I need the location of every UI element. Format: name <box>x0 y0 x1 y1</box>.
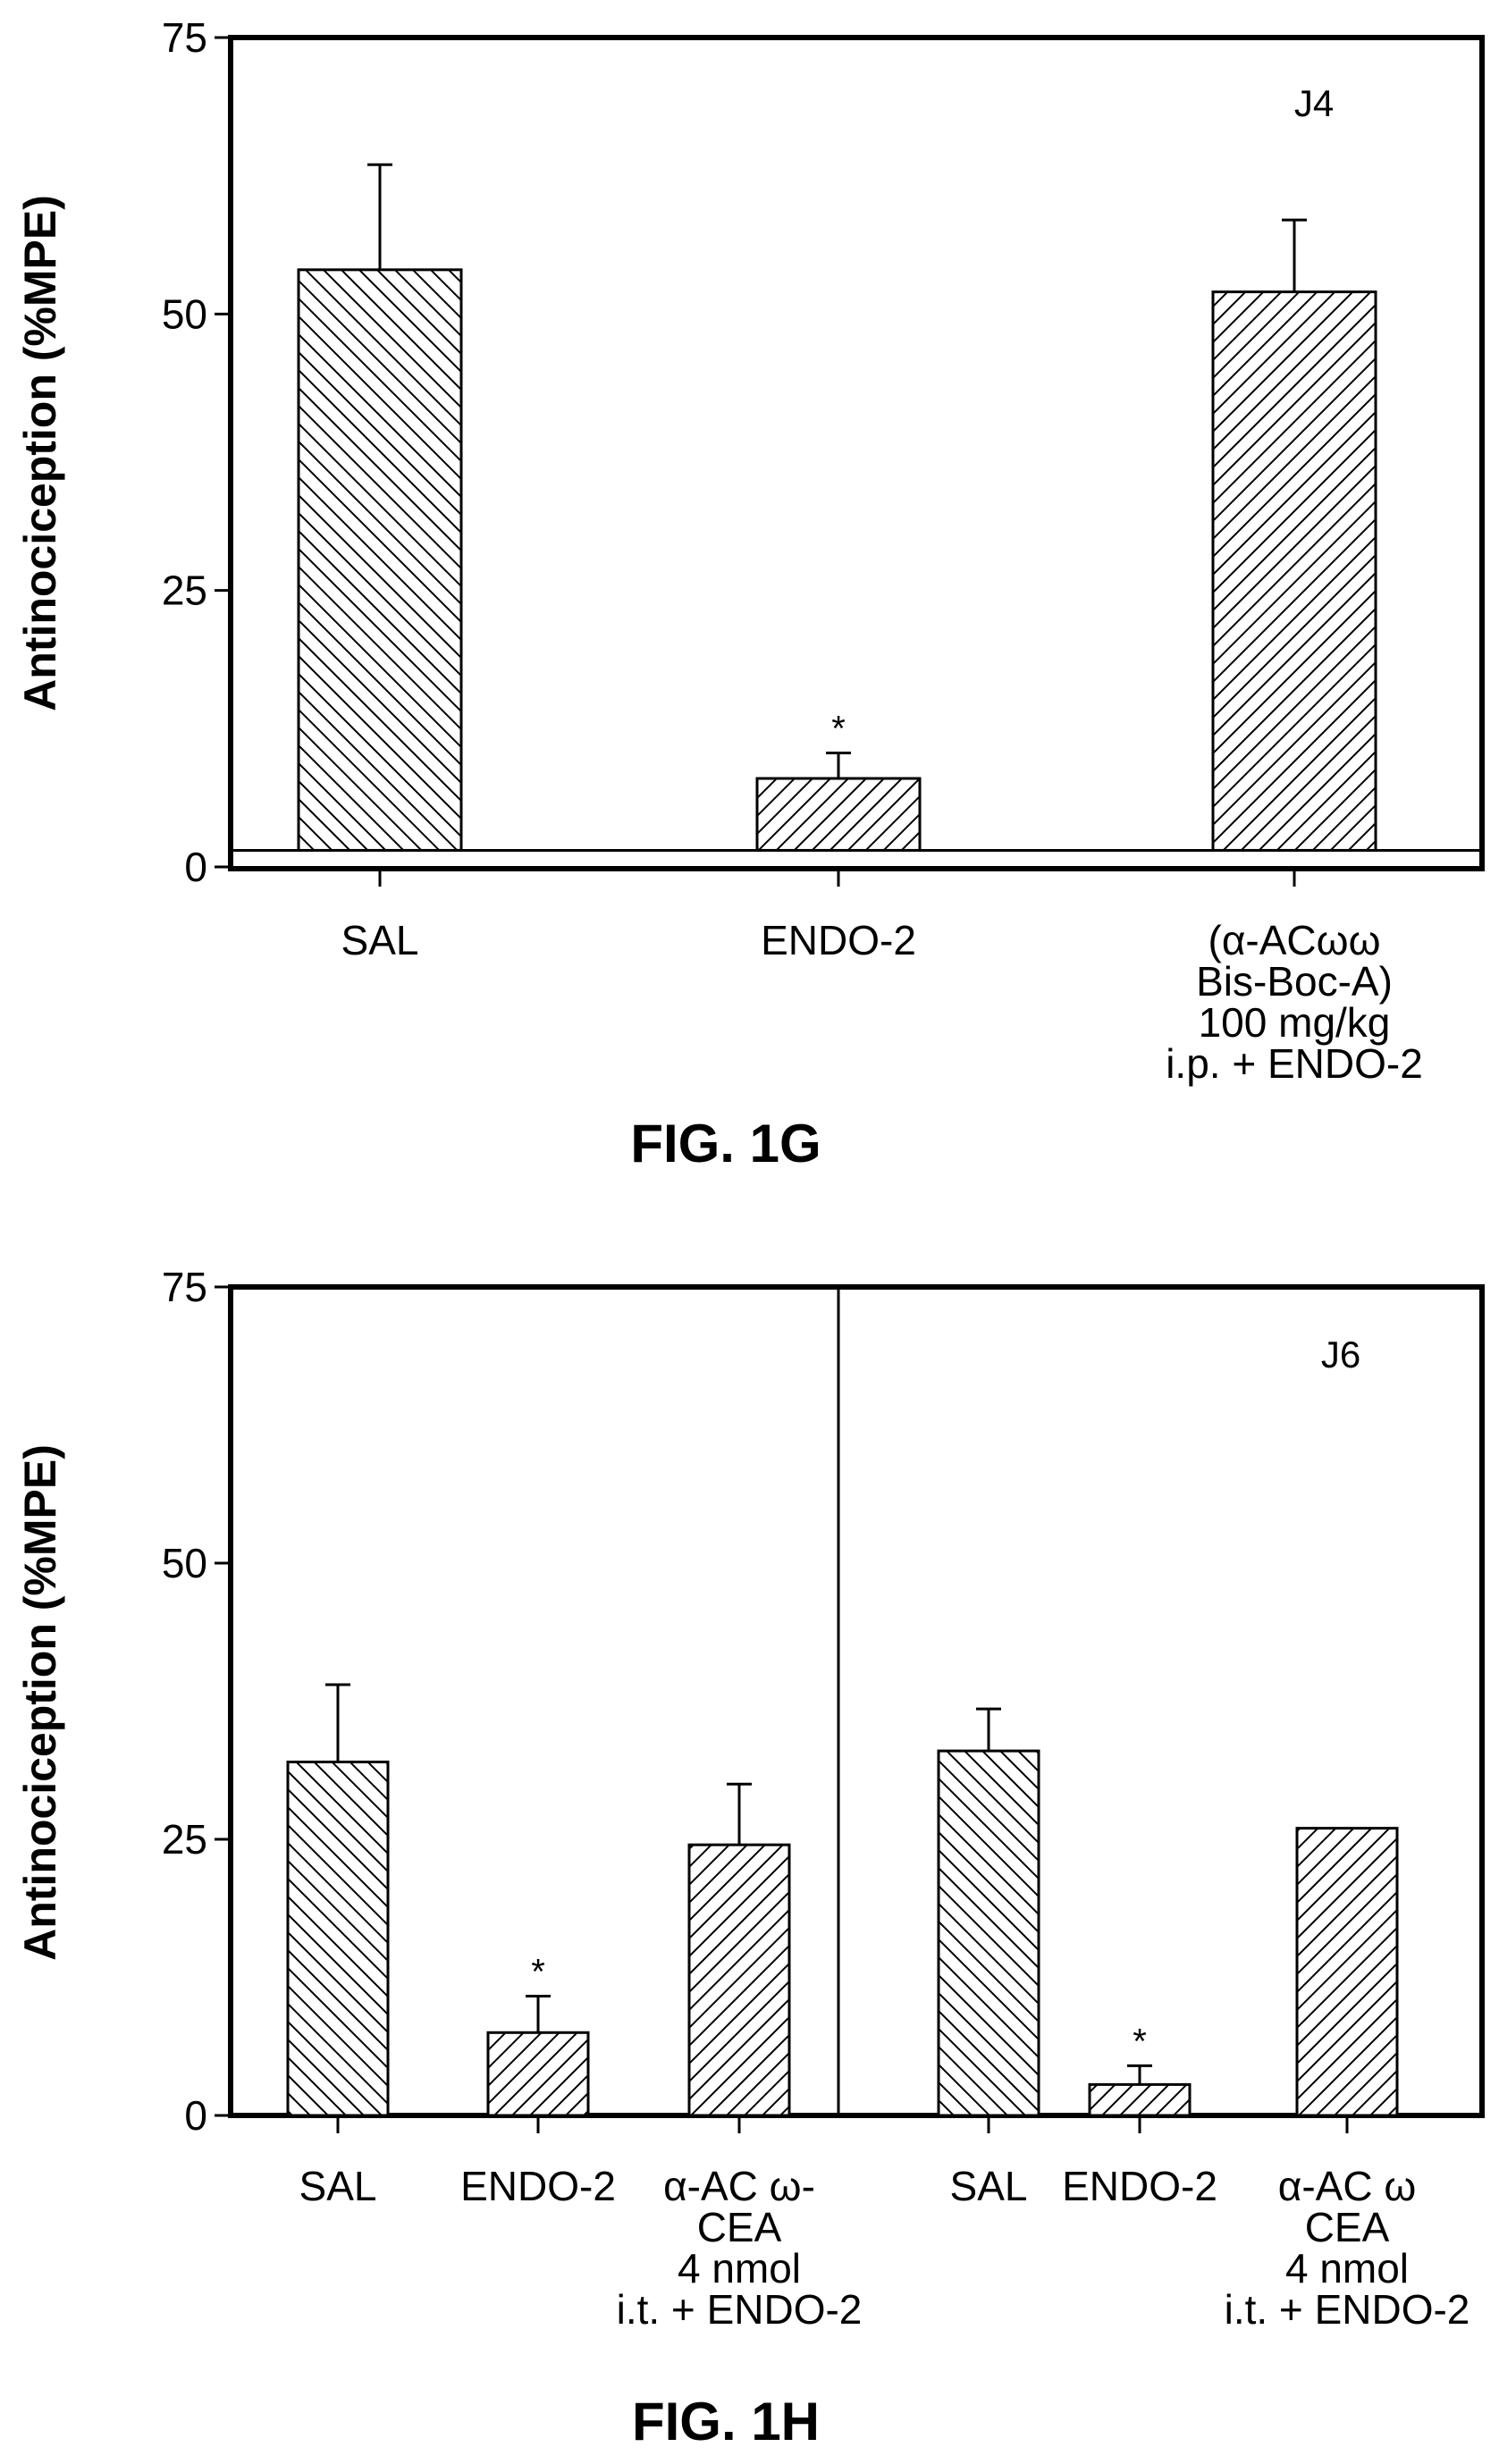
y-tick-label: 25 <box>162 568 207 614</box>
bar <box>1295 1827 1399 2117</box>
y-tick-label: 50 <box>162 290 207 337</box>
significance-marker: * <box>1133 2022 1147 2061</box>
bar <box>1088 2082 1192 2117</box>
y-tick-label: 0 <box>184 844 207 890</box>
y-tick-label: 50 <box>162 1540 207 1586</box>
bar <box>1211 290 1377 852</box>
bar <box>286 1760 390 2117</box>
y-axis-title: Antinociception (%MPE) <box>15 1444 65 1961</box>
panel-fig-1g: 0 25 50 75 * SAL ENDO-2 (α-ACωω Bis-Boc-A) 100 … <box>15 14 1485 1173</box>
bar <box>937 1749 1040 2117</box>
bars: ** <box>286 1683 1399 2117</box>
y-tick-label: 75 <box>162 1264 207 1310</box>
x-category-label: α-AC ω-CEA 4 nmol i.t. + ENDO-2 <box>617 2163 863 2333</box>
x-category-label: (α-ACωω Bis-Boc-A) 100 mg/kg i.p. + ENDO-2 <box>1166 917 1423 1087</box>
significance-marker: * <box>531 1953 545 1992</box>
panel-label: J4 <box>1294 82 1334 124</box>
x-axis: SAL ENDO-2 α-AC ω-CEA 4 nmol i.t. + ENDO-2SA… <box>299 2115 1470 2333</box>
bar <box>755 777 922 852</box>
x-category-label: SAL <box>950 2163 1028 2209</box>
x-category-label: ENDO-2 <box>1062 2163 1217 2209</box>
x-category-label: SAL <box>299 2163 377 2209</box>
bars: * <box>231 163 1482 852</box>
x-axis: SAL ENDO-2 (α-ACωω Bis-Boc-A) 100 mg/kg i.p. … <box>341 869 1423 1087</box>
y-tick-label: 75 <box>162 14 207 61</box>
y-tick-label: 25 <box>162 1816 207 1863</box>
significance-marker: * <box>831 710 846 749</box>
x-category-label: ENDO-2 <box>460 2163 616 2209</box>
plot-frame <box>228 35 1485 871</box>
bar <box>297 268 463 852</box>
x-category-label: SAL <box>341 917 419 963</box>
x-category-label: α-AC ω CEA 4 nmol i.t. + ENDO-2 <box>1225 2163 1470 2333</box>
y-axis-title: Antinociception (%MPE) <box>15 195 65 711</box>
panel-label: J6 <box>1321 1333 1360 1375</box>
bar <box>687 1843 791 2117</box>
y-axis: 0 25 50 75 <box>162 14 231 890</box>
x-category-label: ENDO-2 <box>761 917 916 963</box>
figure-caption: FIG. 1G <box>630 1114 821 1173</box>
figure-caption: FIG. 1H <box>632 2392 820 2451</box>
y-tick-label: 0 <box>184 2092 207 2139</box>
plot-frame <box>228 1284 1485 2118</box>
y-axis: 0 25 50 75 <box>162 1264 231 2139</box>
bar <box>486 2031 590 2117</box>
